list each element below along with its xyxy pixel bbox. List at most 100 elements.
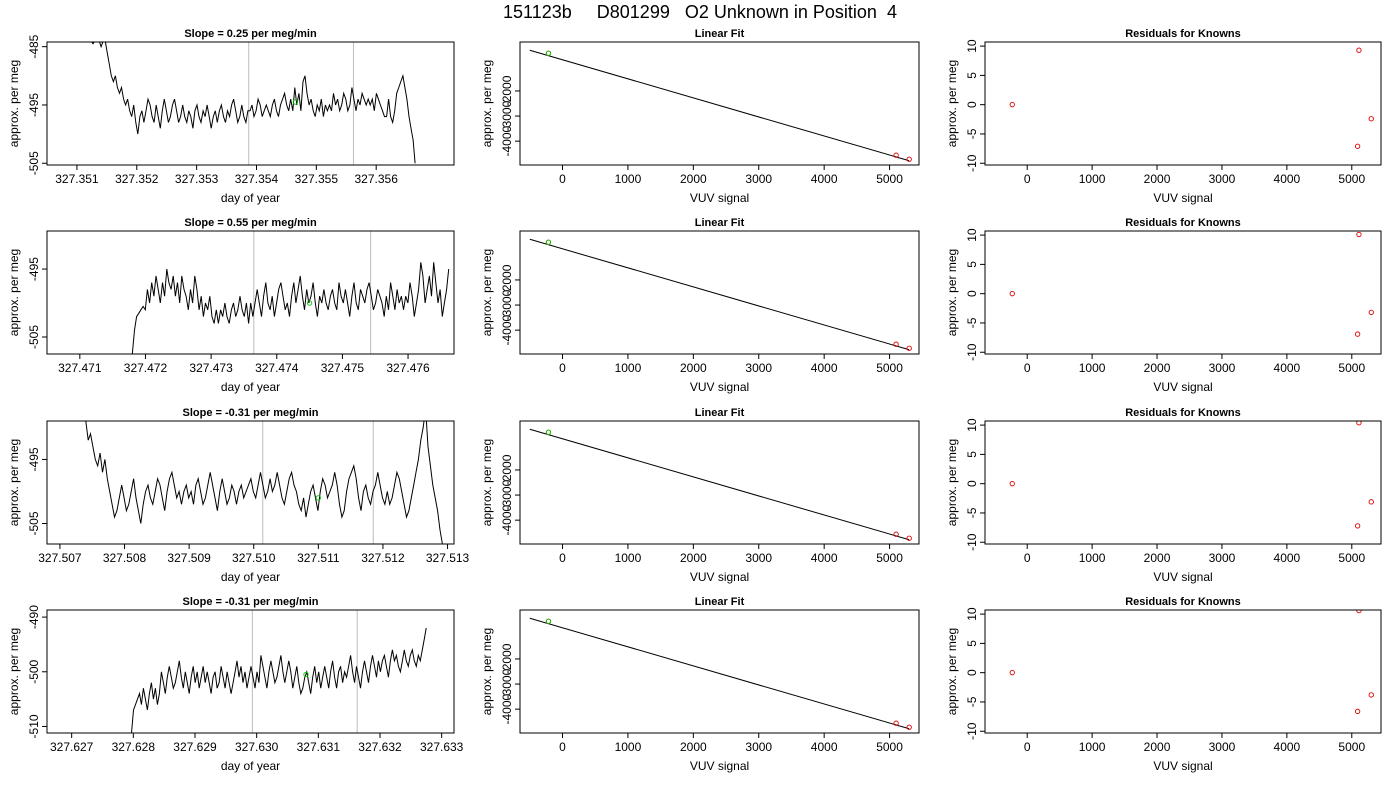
y-tick-label: -5 [965,507,979,518]
y-tick-label: -4000 [500,693,514,724]
x-tick-label: 5000 [876,551,903,565]
x-tick-label: 5000 [1338,361,1365,375]
x-tick-label: 327.513 [426,551,470,565]
x-axis-label: VUV signal [690,759,749,773]
y-tick-label: 5 [965,72,979,79]
data-point [906,345,912,351]
x-tick-label: 3000 [745,740,772,754]
data-point [906,535,912,541]
y-tick-label: -5 [965,317,979,328]
plot-area [131,627,427,733]
x-axis-label: day of year [221,759,280,773]
plot-frame [46,420,455,545]
panel-2-3: Residuals for Knowns 0 1000 2000 3000 4000 500… [945,217,1382,394]
x-tick-label: 4000 [811,361,838,375]
x-tick-label: 4000 [1274,361,1301,375]
data-point [1009,481,1015,487]
data-point [303,671,309,678]
x-tick-label: 327.512 [361,551,405,565]
data-point [1368,116,1374,122]
x-tick-label: 2000 [1144,740,1171,754]
x-axis-label: VUV signal [690,191,749,205]
panel-4-3: Residuals for Knowns 0 1000 2000 3000 4000 500… [945,596,1382,773]
x-axis-label: day of year [221,570,280,584]
plot-frame [46,230,455,355]
plot-area [529,238,912,351]
x-tick-label: 327.356 [354,172,398,186]
x-tick-label: 4000 [811,551,838,565]
y-axis-label: approx. per meg [945,249,959,336]
fit-line [529,428,910,541]
x-tick-label: 0 [1024,740,1031,754]
x-tick-label: 327.475 [321,361,365,375]
x-tick-label: 327.627 [50,740,94,754]
x-axis-label: VUV signal [1153,759,1212,773]
x-axis-label: day of year [221,380,280,394]
x-tick-label: 327.474 [255,361,299,375]
plot-area [91,42,416,164]
x-tick-label: 327.629 [173,740,217,754]
y-tick-label: -2000 [500,264,514,295]
plot-area [529,49,912,162]
data-point [1354,331,1361,337]
panel-title: Residuals for Knowns [1125,217,1241,229]
y-tick-label: 5 [965,451,979,458]
plot-area [1009,610,1374,714]
x-tick-label: 5000 [1338,740,1365,754]
panel-4-2: Linear Fit 0 1000 2000 3000 4000 5000 -2000-300… [480,596,920,773]
y-tick-label: 0 [965,669,979,676]
x-tick-label: 2000 [1144,551,1171,565]
y-tick-label: -505 [27,511,41,535]
x-tick-label: 3000 [1209,551,1236,565]
x-axis-label: VUV signal [1153,191,1212,205]
x-tick-label: 1000 [1079,551,1106,565]
x-tick-label: 5000 [876,361,903,375]
x-tick-label: 1000 [615,172,642,186]
plot-area [529,617,912,730]
y-tick-label: 0 [965,101,979,108]
panel-title: Slope = -0.31 per meg/min [182,407,318,419]
x-tick-label: 327.509 [167,551,211,565]
y-axis-label: approx. per meg [945,60,959,147]
fit-line [529,238,910,351]
y-tick-label: -2000 [500,75,514,106]
y-tick-label: -495 [27,93,41,117]
x-tick-label: 327.628 [112,740,156,754]
plot-frame [519,609,920,734]
x-tick-label: 0 [1024,172,1031,186]
data-point [1009,102,1015,108]
y-axis-label: approx. per meg [7,628,21,715]
y-tick-label: -490 [27,605,41,629]
x-tick-label: 1000 [615,551,642,565]
plot-area [529,428,912,541]
x-tick-label: 3000 [1209,172,1236,186]
plot-frame [519,41,920,166]
data-point [545,618,552,624]
x-tick-label: 5000 [876,740,903,754]
x-tick-label: 327.354 [235,172,279,186]
panel-title: Residuals for Knowns [1125,407,1241,419]
data-point [545,239,552,245]
y-tick-label: 5 [965,640,979,647]
y-axis-label: approx. per meg [480,60,494,147]
y-tick-label: -495 [27,447,41,471]
panel-2-1: Slope = 0.55 per meg/min 327.471 327.472 32… [7,217,455,394]
x-axis-label: VUV signal [1153,570,1212,584]
data-point [893,531,899,537]
y-axis-label: approx. per meg [945,628,959,715]
x-tick-label: 1000 [1079,361,1106,375]
y-tick-label: 10 [965,39,979,53]
y-tick-label: -4000 [500,125,514,156]
plot-frame [46,41,455,166]
y-tick-label: -495 [27,257,41,281]
y-tick-label: -510 [27,714,41,738]
x-tick-label: 327.510 [232,551,276,565]
x-tick-label: 2000 [680,361,707,375]
x-tick-label: 1000 [615,361,642,375]
plot-frame [519,420,920,545]
x-tick-label: 2000 [680,172,707,186]
x-tick-label: 0 [1024,361,1031,375]
x-axis-label: VUV signal [1153,380,1212,394]
y-axis-label: approx. per meg [7,60,21,147]
data-point [545,50,552,56]
